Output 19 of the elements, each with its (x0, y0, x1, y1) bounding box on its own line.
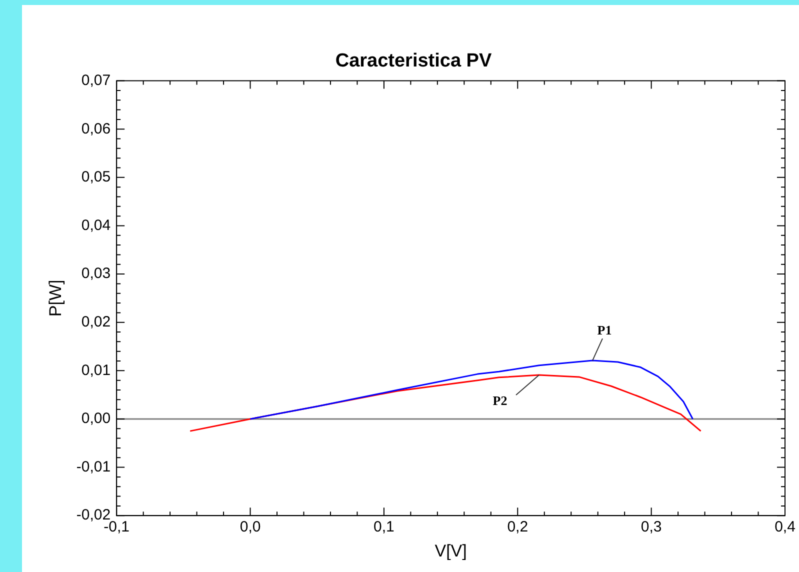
x-tick-label: 0,2 (507, 518, 528, 536)
x-tick-label: 0,1 (374, 518, 394, 536)
y-tick-label: 0,05 (81, 168, 111, 186)
y-tick-label: -0,01 (76, 458, 111, 476)
series-label: P1 (597, 322, 612, 338)
y-axis-title: P[W] (46, 280, 65, 317)
x-axis-title: V[V] (434, 541, 467, 560)
x-tick-label: 0,0 (240, 518, 261, 536)
x-tick-label: 0,4 (774, 518, 796, 536)
y-tick-label: 0,02 (81, 313, 111, 330)
y-tick-label: 0,07 (81, 72, 111, 89)
y-tick-label: 0,00 (81, 410, 111, 428)
x-tick-label: 0,3 (640, 518, 662, 536)
y-tick-label: 0,01 (81, 362, 111, 379)
y-tick-label: 0,04 (81, 216, 111, 234)
chart-title: Caracteristica PV (335, 50, 492, 72)
series-label: P2 (492, 393, 508, 408)
y-tick-label: 0,03 (81, 265, 111, 282)
y-tick-label: 0,06 (81, 120, 111, 138)
